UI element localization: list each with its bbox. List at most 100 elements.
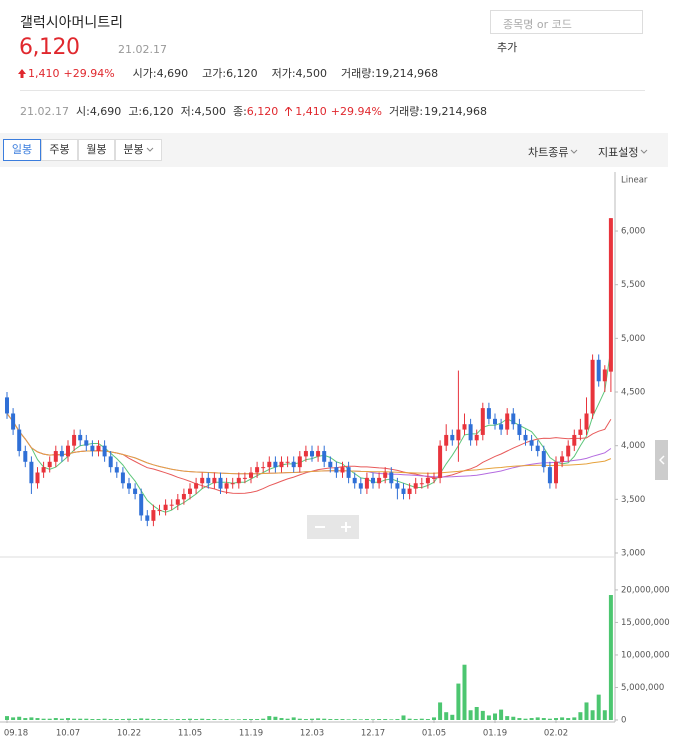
- info-label: 고:: [128, 105, 143, 118]
- y2-tick-label: 0: [621, 716, 626, 726]
- candle-body: [145, 515, 150, 521]
- tab[interactable]: 일봉: [3, 139, 41, 161]
- candle-body: [572, 434, 577, 446]
- candle-body: [53, 451, 58, 462]
- info-volume: 19,214,968: [424, 104, 488, 118]
- search-input[interactable]: 종목명 or 코드: [490, 10, 643, 34]
- quote-row: 1,410 +29.94% 시가:4,690 고가:6,120 저가:4,500 거래…: [18, 65, 452, 81]
- volume-bar: [11, 717, 16, 720]
- volume-bar: [316, 718, 321, 720]
- tab-label: 일봉: [11, 143, 33, 156]
- candle-body: [120, 472, 125, 484]
- volume-bar: [578, 712, 583, 720]
- candle-body: [395, 483, 400, 489]
- candle-body: [310, 451, 314, 457]
- volume-bar: [541, 718, 546, 720]
- info-label: 저:: [180, 105, 195, 118]
- candle-body: [78, 434, 83, 441]
- info-value: 4,500: [194, 105, 226, 118]
- candle-body: [480, 408, 485, 435]
- volume-bar: [53, 718, 58, 720]
- candle-body: [511, 413, 516, 425]
- candle-body: [29, 461, 34, 484]
- volume-bar: [102, 718, 107, 720]
- volume-bar: [17, 716, 22, 720]
- volume-bar: [547, 718, 552, 720]
- volume-bar: [230, 719, 235, 720]
- volume-bar: [389, 719, 394, 720]
- side-panel-toggle[interactable]: [655, 440, 668, 480]
- volume-bar: [450, 714, 455, 720]
- volume-bar: [224, 719, 229, 720]
- candle-body: [578, 429, 583, 435]
- toolbar-menu[interactable]: 지표설정: [598, 144, 648, 160]
- candle-body: [407, 488, 412, 494]
- volume-bar: [133, 719, 138, 720]
- info-item: 종:6,120: [233, 103, 278, 119]
- volume-bar: [364, 719, 369, 720]
- candle-body: [249, 472, 253, 478]
- volume-bar: [590, 710, 595, 720]
- volume-bar: [249, 719, 253, 720]
- candle-body: [127, 483, 131, 489]
- candle-body: [566, 445, 571, 457]
- candle-body: [41, 467, 46, 473]
- volume-bar: [188, 718, 192, 720]
- toolbar-menu[interactable]: 차트종류: [528, 144, 578, 160]
- candle-body: [291, 461, 296, 468]
- info-change: 1,410: [295, 104, 327, 118]
- stat-value: 6,120: [226, 67, 258, 80]
- candle-body: [17, 429, 22, 452]
- tab[interactable]: 분봉: [115, 139, 162, 161]
- volume-bar: [560, 717, 565, 720]
- volume-bar: [566, 718, 571, 720]
- candle-body: [151, 510, 156, 521]
- moving-average-line: [6, 413, 612, 475]
- tab[interactable]: 월봉: [78, 139, 115, 161]
- toolbar-menu-label: 차트종류: [528, 146, 569, 159]
- y-tick-label: 5,500: [621, 280, 645, 290]
- stat: 시가:4,690: [133, 65, 188, 81]
- candle-body: [432, 477, 436, 479]
- info-label: 시:: [75, 105, 90, 118]
- volume-bar: [572, 717, 577, 720]
- volume-bar: [425, 719, 430, 720]
- volume-bar: [255, 719, 260, 720]
- zoom-in[interactable]: [333, 515, 359, 539]
- candle-body: [169, 504, 174, 506]
- volume-bar: [206, 719, 211, 720]
- candle-body: [224, 483, 229, 489]
- info-line: 21.02.17 시:4,690 고:6,120 저:4,500 종:6,120 1,4…: [20, 103, 494, 119]
- stat: 저가:4,500: [272, 65, 327, 81]
- volume-bar: [529, 718, 534, 720]
- volume-bar: [328, 719, 333, 720]
- x-tick-label: 10.22: [117, 729, 141, 739]
- add-button[interactable]: 추가: [497, 41, 518, 54]
- x-tick-label: 09.18: [4, 729, 28, 739]
- volume-bar: [273, 716, 278, 720]
- volume-bar: [151, 719, 156, 720]
- volume-bar: [29, 717, 34, 720]
- volume-bar: [407, 718, 412, 720]
- candle-body: [96, 445, 101, 452]
- candle-body: [133, 488, 138, 494]
- volume-bar: [5, 716, 9, 720]
- candle-body: [401, 488, 406, 494]
- candle-body: [279, 461, 284, 468]
- candle-body: [346, 467, 351, 478]
- volume-bar: [120, 719, 125, 720]
- stats: 시가:4,690 고가:6,120 저가:4,500 거래량:19,214,968: [133, 65, 452, 81]
- volume-bar: [535, 717, 540, 720]
- volume-bar: [523, 718, 528, 720]
- candle-body: [194, 483, 199, 489]
- tab[interactable]: 주봉: [41, 139, 78, 161]
- x-tick-label: 12.17: [361, 729, 385, 739]
- candle-body: [72, 434, 77, 446]
- y2-tick-label: 20,000,000: [621, 585, 670, 595]
- volume-bar: [505, 716, 510, 720]
- candle-body: [340, 467, 345, 473]
- candle-body: [285, 461, 290, 463]
- zoom-out[interactable]: [307, 515, 333, 539]
